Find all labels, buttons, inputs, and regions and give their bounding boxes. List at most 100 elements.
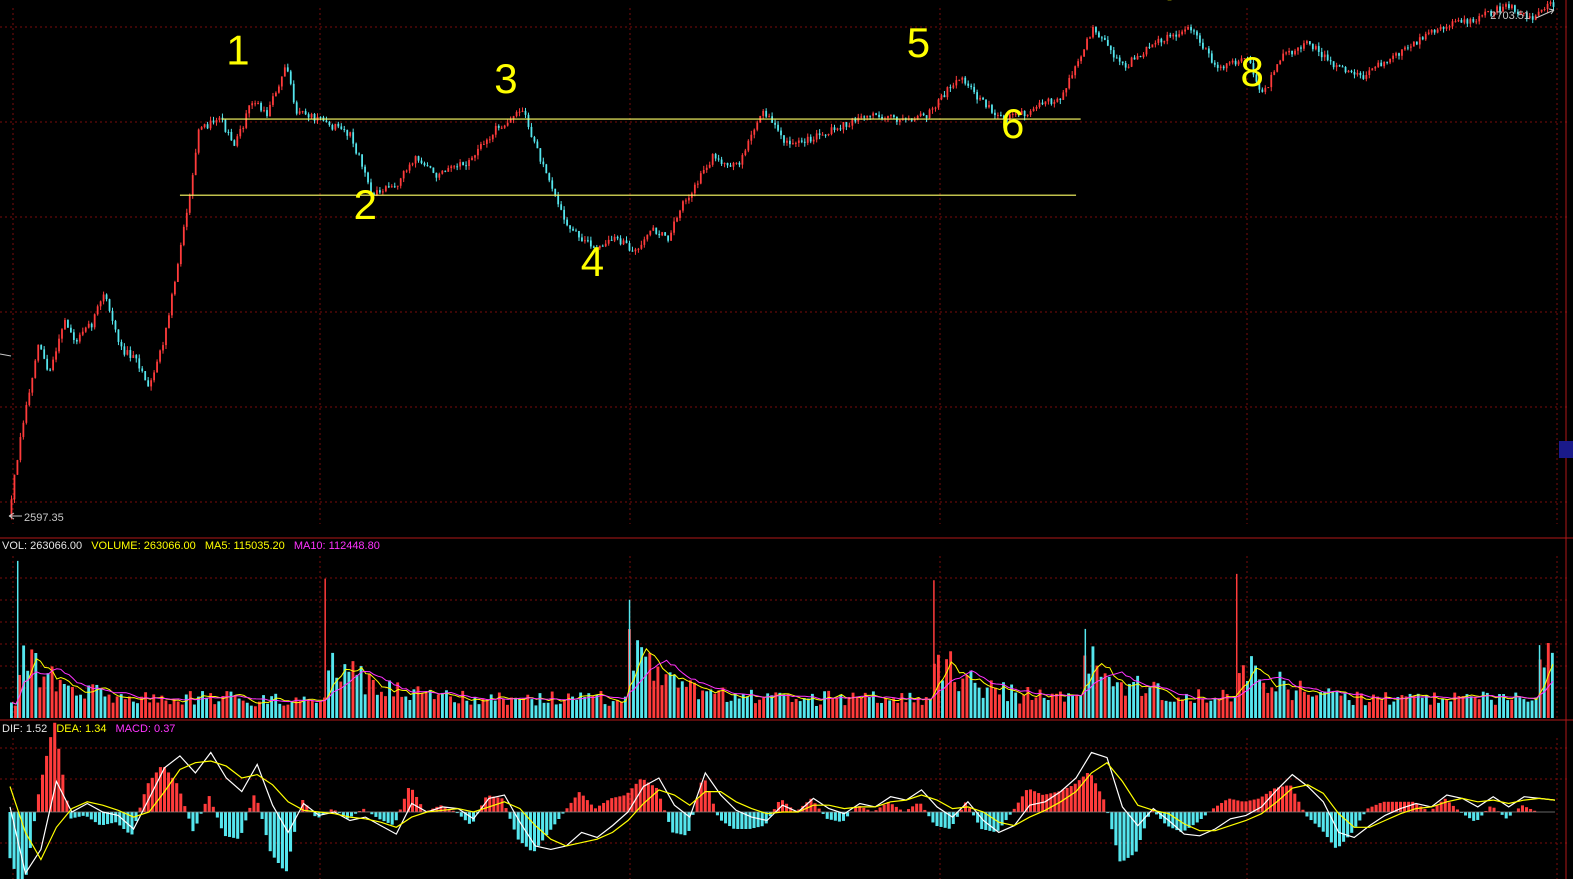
- price-candle: [631, 246, 634, 252]
- price-candle: [1083, 49, 1085, 57]
- price-candle: [1249, 55, 1252, 64]
- volume-bar: [1168, 701, 1172, 718]
- price-candle: [153, 370, 156, 383]
- volume-bar: [314, 702, 318, 718]
- volume-bar: [461, 690, 465, 718]
- volume-bar: [912, 702, 916, 718]
- price-candle: [726, 162, 729, 168]
- price-candle: [994, 109, 996, 120]
- volume-bar: [119, 694, 123, 718]
- volume-bar: [680, 681, 684, 718]
- price-candle: [405, 169, 408, 173]
- volume-bar: [1311, 696, 1314, 718]
- volume-bar: [595, 694, 599, 718]
- price-candle: [135, 354, 138, 363]
- price-candle: [919, 111, 922, 118]
- volume-bar: [705, 691, 709, 718]
- volume-bar: [741, 694, 745, 718]
- price-candle: [224, 119, 227, 133]
- price-candle: [173, 280, 176, 296]
- price-candle: [1151, 44, 1154, 48]
- vol-value-label: VOL: 263066.00: [2, 540, 83, 552]
- volume-bar: [1160, 700, 1164, 718]
- volume-bar: [1278, 671, 1282, 718]
- wave-label-2: 2: [354, 181, 377, 228]
- volume-bar: [989, 680, 993, 718]
- volume-bar: [298, 701, 302, 718]
- price-candle: [1528, 12, 1531, 20]
- price-candle: [1059, 98, 1062, 105]
- price-candle: [1513, 4, 1516, 14]
- volume-bar: [522, 698, 526, 718]
- price-candle: [328, 120, 331, 127]
- price-candle: [420, 157, 423, 165]
- price-candle: [497, 124, 500, 131]
- price-candle: [803, 138, 806, 147]
- volume-bar: [217, 701, 221, 718]
- volume-bar: [237, 698, 241, 718]
- volume-bar: [953, 682, 957, 718]
- volume-bar: [579, 692, 583, 718]
- price-candle: [928, 108, 931, 119]
- price-candle: [435, 172, 438, 182]
- price-candle: [304, 108, 307, 116]
- price-candle: [1145, 46, 1148, 57]
- volume-bar: [688, 680, 692, 718]
- price-candle: [1038, 99, 1041, 109]
- volume-bar: [981, 697, 985, 718]
- price-candle: [450, 164, 453, 172]
- volume-bar: [221, 696, 225, 718]
- volume-bar: [924, 697, 928, 718]
- price-candle: [809, 134, 812, 144]
- price-candle: [1279, 59, 1282, 65]
- price-candle: [1172, 32, 1175, 40]
- price-candle: [690, 191, 693, 202]
- price-candle: [387, 182, 390, 189]
- price-candle: [441, 170, 444, 175]
- volume-bar: [945, 659, 948, 718]
- price-candle: [503, 124, 506, 129]
- price-candle: [628, 240, 631, 252]
- price-candle: [741, 153, 744, 169]
- volume-bar: [359, 666, 363, 718]
- price-candle: [1409, 43, 1412, 52]
- price-candle: [358, 152, 361, 156]
- price-candle: [777, 121, 779, 132]
- price-candle: [1475, 19, 1478, 25]
- price-candle: [376, 186, 378, 197]
- volume-bar: [1099, 676, 1103, 718]
- price-candle: [1029, 109, 1032, 118]
- price-candle: [578, 230, 580, 241]
- price-candle: [744, 148, 747, 157]
- price-candle: [367, 171, 369, 185]
- volume-bar: [213, 704, 217, 718]
- volume-bar: [367, 673, 371, 718]
- price-candle: [482, 140, 485, 145]
- volume-bar: [1319, 692, 1323, 718]
- volume-bar: [371, 679, 375, 718]
- price-candle: [114, 319, 117, 333]
- volume-bar: [725, 701, 729, 718]
- volume-bar: [920, 704, 924, 718]
- volume-bar: [985, 687, 989, 718]
- price-candle: [931, 106, 934, 114]
- price-candle: [1127, 64, 1130, 69]
- volume-bar: [1229, 701, 1233, 718]
- price-candle: [1219, 64, 1222, 71]
- volume-bar: [717, 690, 721, 718]
- price-candle: [637, 247, 640, 253]
- volume-bar: [1367, 702, 1371, 718]
- volume-bar: [1420, 697, 1424, 718]
- price-candle: [301, 110, 304, 114]
- volume-bar: [1359, 693, 1363, 718]
- price-candle: [863, 115, 866, 121]
- price-candle: [1353, 69, 1356, 79]
- price-candle: [1323, 50, 1326, 61]
- volume-bar: [668, 672, 672, 718]
- volume-bar: [1473, 696, 1477, 718]
- volume-bar: [42, 676, 46, 718]
- price-candle: [1359, 71, 1362, 79]
- price-candle: [462, 161, 465, 166]
- price-candle: [132, 351, 135, 359]
